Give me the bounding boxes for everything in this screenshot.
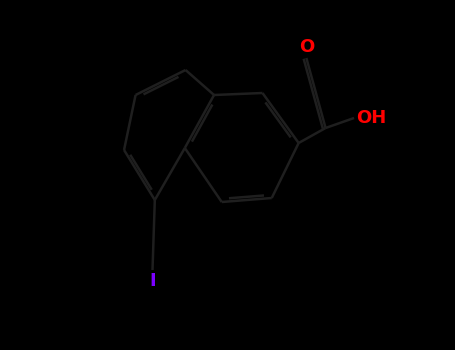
Text: OH: OH <box>356 109 387 127</box>
Text: O: O <box>299 38 314 56</box>
Text: I: I <box>149 272 156 289</box>
